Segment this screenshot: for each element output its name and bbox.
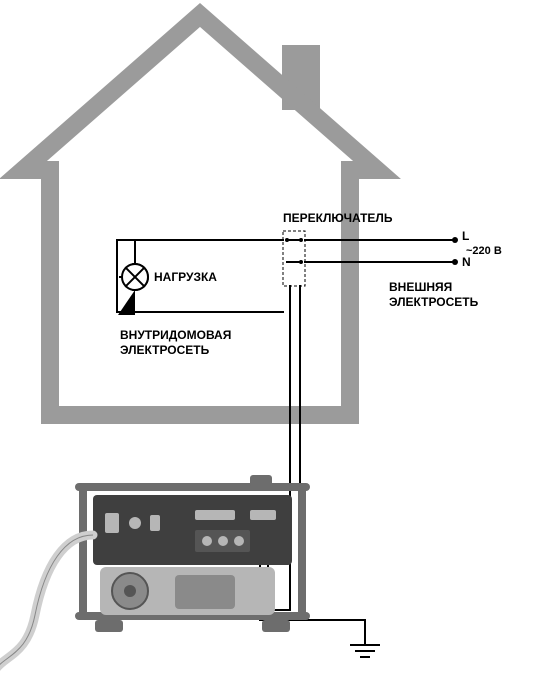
internal-grid-label-2: ЭЛЕКТРОСЕТЬ: [120, 343, 209, 357]
switch-label: ПЕРЕКЛЮЧАТЕЛЬ: [283, 211, 392, 225]
generator: [75, 475, 310, 632]
external-grid-label-2: ЭЛЕКТРОСЕТЬ: [389, 295, 478, 309]
voltage-label: ~220 В: [466, 245, 502, 257]
neutral-label: N: [462, 255, 471, 269]
terminal-phase: [452, 237, 458, 243]
wire-internal-top: [135, 240, 283, 264]
phase-label: L: [462, 229, 469, 243]
external-grid-label-1: ВНЕШНЯЯ: [389, 280, 452, 294]
internal-grid-label-1: ВНУТРИДОМОВАЯ: [120, 328, 231, 342]
terminal-neutral: [452, 259, 458, 265]
wire-ground: [300, 620, 365, 645]
load-label: НАГРУЗКА: [154, 270, 217, 284]
